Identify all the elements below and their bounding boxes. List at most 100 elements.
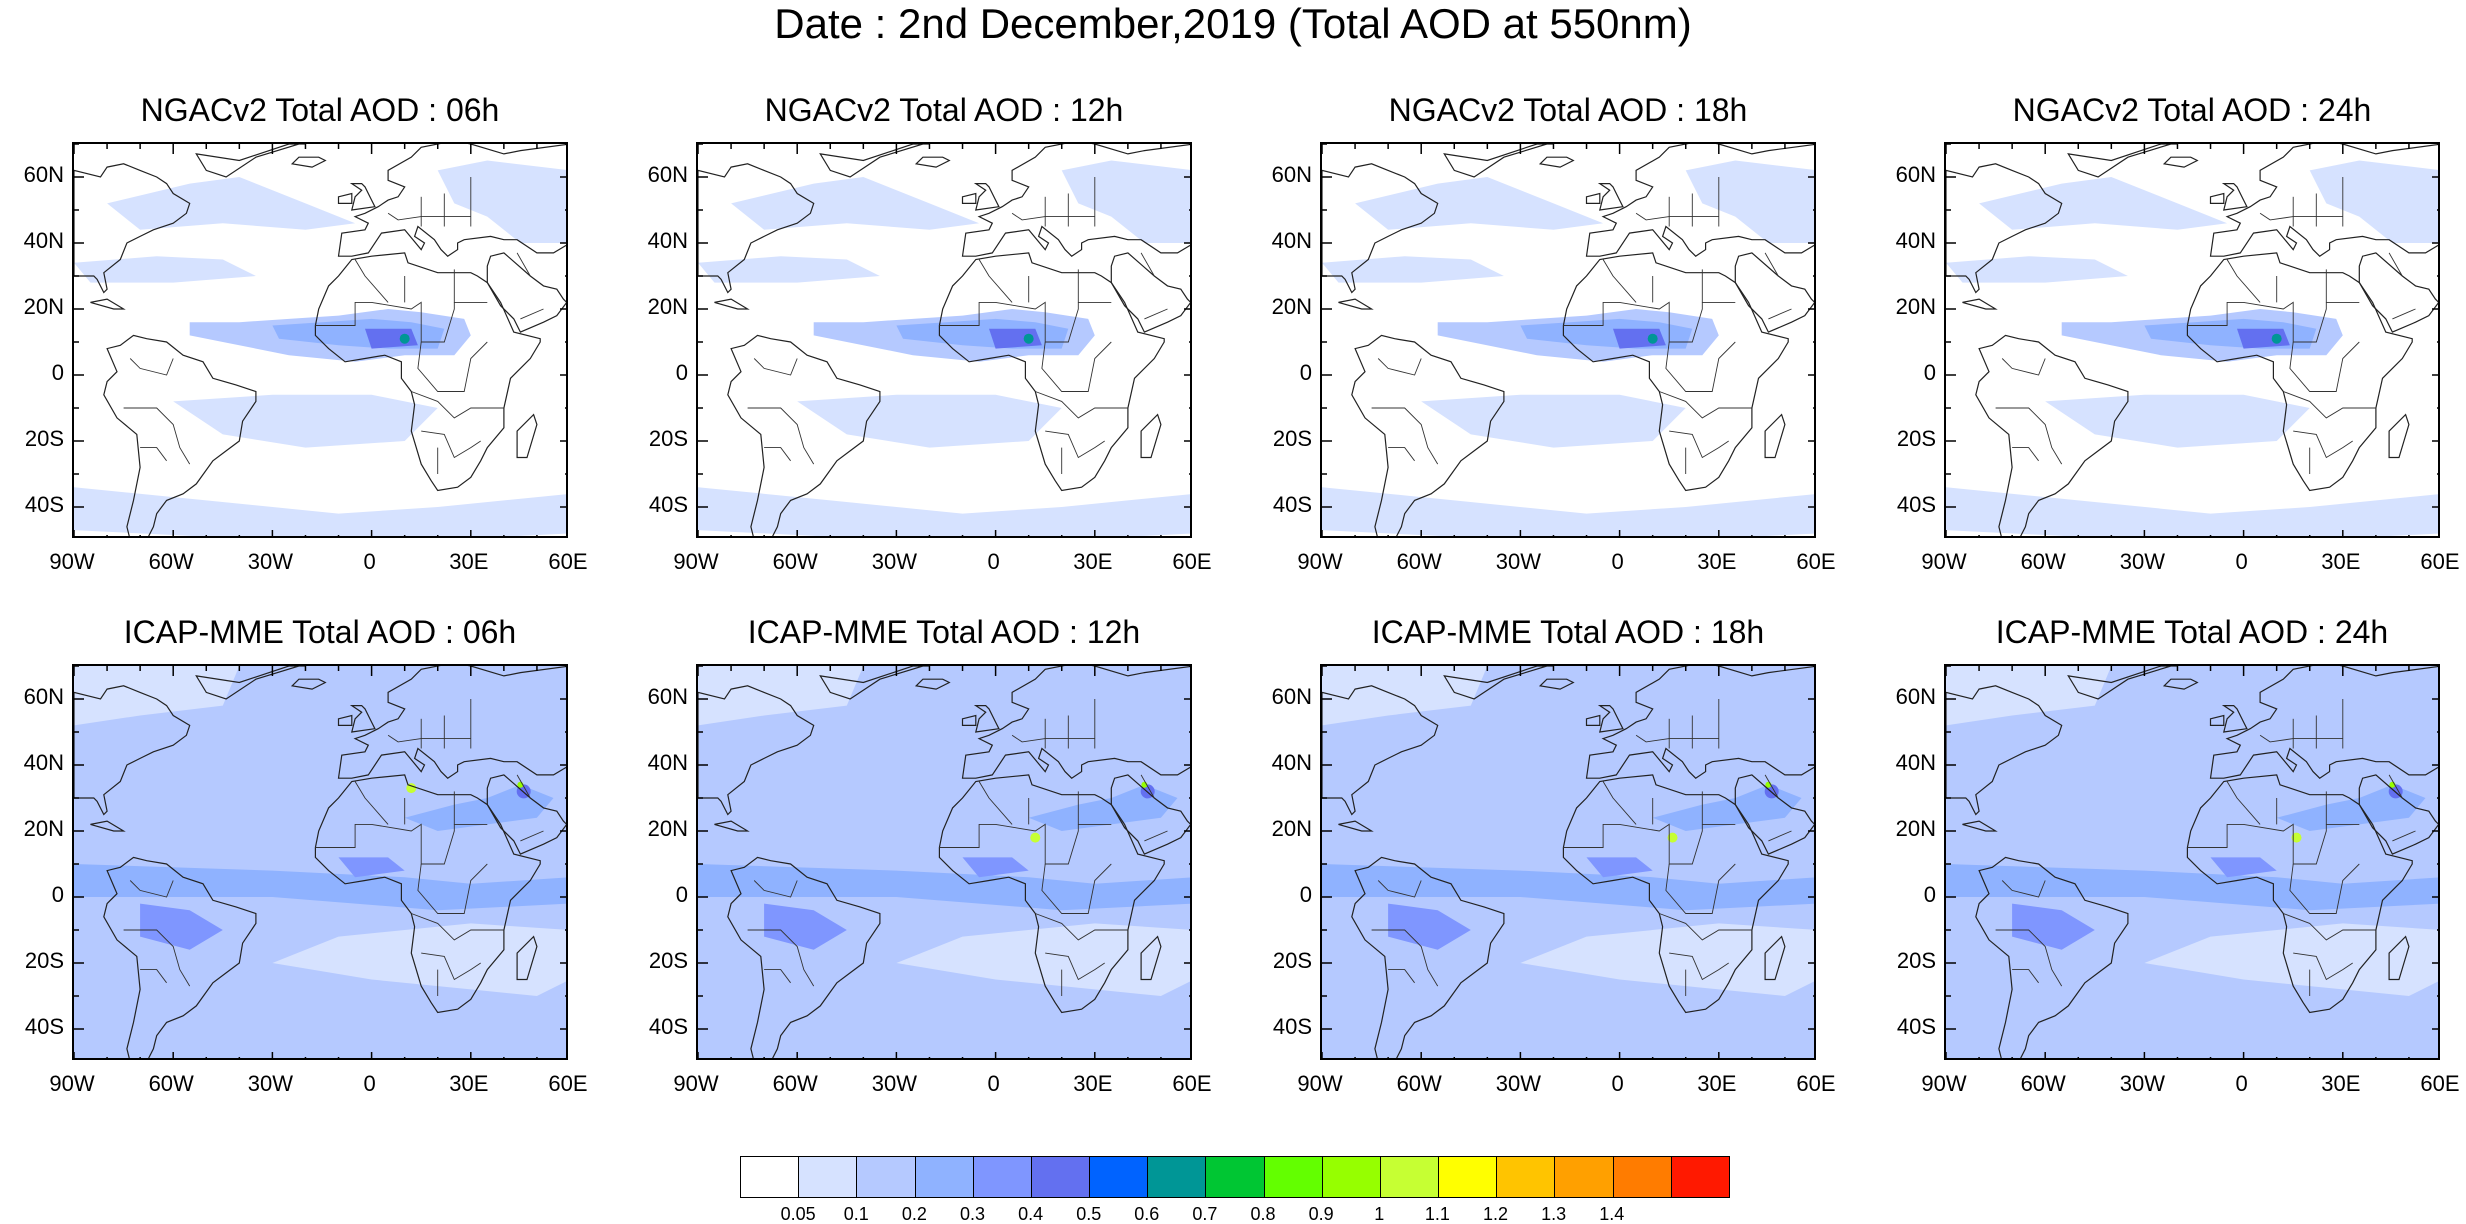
coastline — [2358, 252, 2438, 333]
coastline — [290, 678, 327, 690]
colorbar-swatch — [1090, 1157, 1149, 1197]
aod-field-band — [698, 256, 880, 283]
lon-tick-label: 60W — [772, 1071, 818, 1096]
coastline — [1975, 334, 2129, 536]
country-border — [417, 341, 488, 392]
aod-field-low — [74, 666, 240, 726]
coastline — [973, 182, 1000, 211]
coastline — [1962, 820, 1998, 832]
lat-tick-label: 60N — [647, 162, 688, 187]
aod-field-peak — [1667, 832, 1678, 843]
aod-field-band — [1322, 256, 1504, 283]
coastline — [1597, 182, 1624, 211]
aod-field-band — [1685, 160, 1814, 243]
colorbar-swatch — [857, 1157, 916, 1197]
country-border — [1995, 407, 2063, 465]
aod-map-canvas — [1322, 666, 1814, 1058]
coastline — [698, 163, 815, 294]
country-border — [1669, 952, 1729, 981]
lon-tick-label: 60E — [2420, 1071, 2460, 1096]
aod-field-band — [1946, 256, 2128, 283]
aod-field-band — [698, 864, 1190, 911]
lon-tick-label: 30W — [1495, 549, 1542, 574]
aod-field-hotspot — [1388, 903, 1471, 950]
country-border — [1659, 913, 1752, 941]
lon-tick-label: 30E — [449, 549, 489, 574]
aod-map — [696, 664, 1192, 1060]
country-border — [1140, 774, 1155, 799]
country-border — [1371, 929, 1439, 987]
lat-tick-label: 40N — [23, 228, 64, 253]
coastline — [698, 685, 815, 816]
aod-field-hotspot — [962, 857, 1029, 878]
colorbar-swatch — [1497, 1157, 1556, 1197]
aod-field-peak — [399, 333, 410, 344]
country-border — [2012, 969, 2039, 984]
colorbar-label: 1.4 — [1599, 1204, 1625, 1224]
country-border — [939, 823, 1112, 865]
lon-tick-label: 30E — [2321, 1071, 2361, 1096]
lon-tick-label: 0 — [987, 549, 1000, 574]
coastline — [1946, 685, 2063, 816]
lat-tick-label: 40S — [648, 492, 688, 517]
lat-tick-label: 40S — [1896, 492, 1936, 517]
colorbar-swatch — [1322, 1157, 1381, 1197]
coastline — [973, 704, 1000, 733]
coastline — [2209, 144, 2438, 257]
country-border — [129, 358, 174, 376]
coastline — [1562, 774, 1789, 1014]
coastline — [1140, 935, 1162, 981]
country-border — [2392, 308, 2416, 320]
aod-map-canvas — [1322, 144, 1814, 536]
country-border — [1377, 880, 1422, 898]
aod-field-band — [107, 177, 356, 230]
country-border — [1602, 259, 1637, 303]
coastline — [1443, 666, 1554, 700]
lat-tick-label: 40N — [1895, 750, 1936, 775]
coastline — [90, 298, 126, 310]
country-border — [2283, 391, 2376, 419]
coastline — [1538, 156, 1575, 168]
colorbar-label: 1.2 — [1483, 1204, 1509, 1224]
lon-tick-label: 30W — [1495, 1071, 1542, 1096]
aod-field-low — [1520, 923, 1814, 996]
colorbar-label: 0.8 — [1250, 1204, 1276, 1224]
coastline — [1351, 856, 1505, 1058]
country-border — [1144, 308, 1168, 320]
lon-tick-label: 60W — [1396, 549, 1442, 574]
colorbar-swatch — [1206, 1157, 1265, 1197]
lat-tick-label: 0 — [1923, 882, 1936, 907]
coastline — [337, 666, 566, 779]
aod-field-band — [437, 160, 566, 243]
lon-tick-label: 90W — [1921, 1071, 1967, 1096]
aod-field-hotspot — [140, 903, 223, 950]
colorbar-label: 1.1 — [1424, 1204, 1450, 1224]
lat-tick-label: 20N — [647, 816, 688, 841]
coastline — [337, 192, 353, 205]
colorbar-swatch — [1671, 1157, 1729, 1197]
country-border — [1764, 252, 1779, 277]
aod-field-band — [173, 394, 438, 448]
aod-field-hotspot — [2210, 857, 2277, 878]
coastline — [1585, 144, 1814, 257]
coastline — [1322, 685, 1439, 816]
lat-tick-label: 40S — [1272, 492, 1312, 517]
country-border — [1140, 252, 1155, 277]
lat-tick-label: 40N — [1895, 228, 1936, 253]
coastline — [2388, 413, 2410, 459]
lat-tick-label: 0 — [51, 360, 64, 385]
coastline — [1764, 935, 1786, 981]
figure-title: Date : 2nd December,2019 (Total AOD at 5… — [774, 0, 1692, 47]
colorbar-label: 1.3 — [1541, 1204, 1567, 1224]
country-border — [1035, 391, 1128, 419]
colorbar-swatch — [741, 1157, 800, 1197]
country-border — [1041, 341, 1112, 392]
coastline — [2162, 678, 2199, 690]
country-border — [140, 969, 167, 984]
aod-field-low — [896, 923, 1190, 996]
country-border — [411, 391, 504, 419]
colorbar-label: 0.3 — [959, 1204, 985, 1224]
panel-title: ICAP-MME Total AOD : 18h — [1371, 614, 1765, 650]
lat-tick-label: 40N — [647, 750, 688, 775]
lat-tick-label: 20N — [1895, 294, 1936, 319]
